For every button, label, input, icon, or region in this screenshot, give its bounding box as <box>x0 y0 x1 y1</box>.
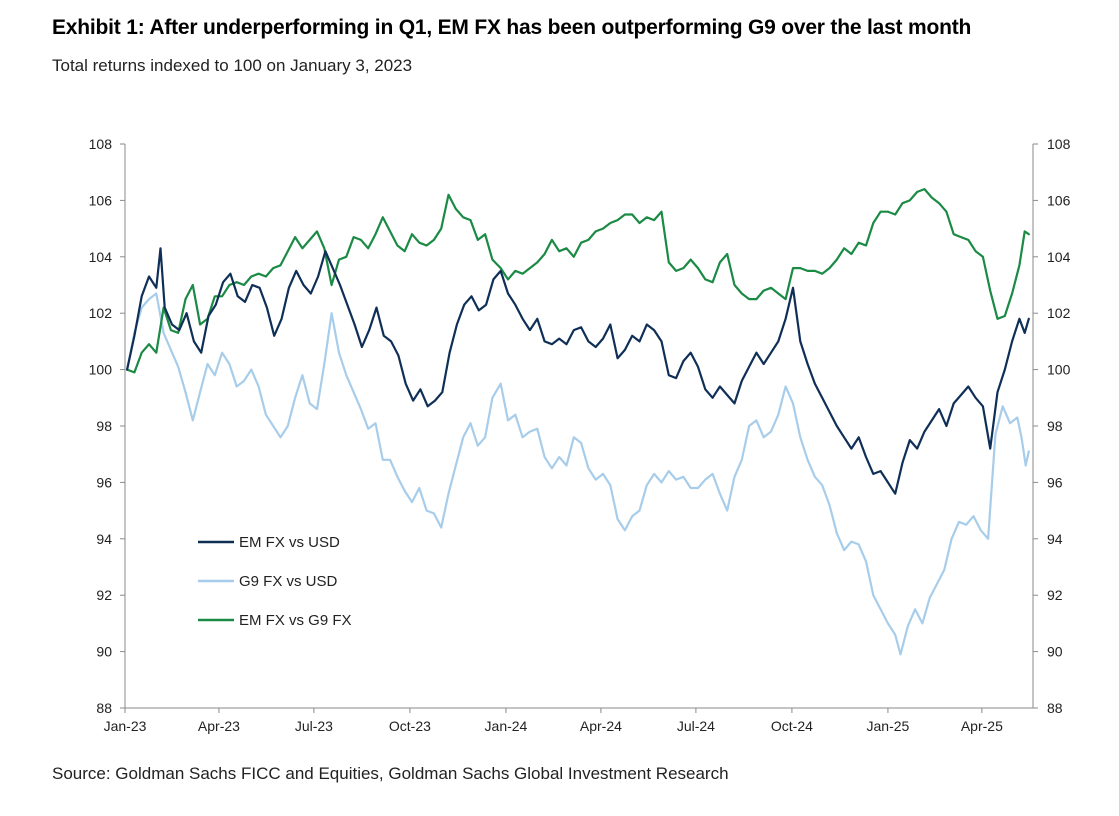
left-y-tick-label: 106 <box>89 192 113 208</box>
left-y-tick-label: 100 <box>89 362 113 378</box>
x-tick-label: Jan-25 <box>867 718 910 734</box>
right-y-tick-label: 108 <box>1047 136 1071 152</box>
chart-title: Exhibit 1: After underperforming in Q1, … <box>52 16 972 39</box>
x-tick-label: Apr-25 <box>961 718 1003 734</box>
right-y-tick-label: 96 <box>1047 474 1063 490</box>
x-tick-label: Jul-23 <box>295 718 333 734</box>
series-line-em-fx-vs-usd <box>126 247 1030 495</box>
left-y-tick-label: 88 <box>96 700 112 716</box>
right-y-tick-label: 90 <box>1047 644 1063 660</box>
x-tick-label: Oct-24 <box>771 718 813 734</box>
right-y-tick-label: 100 <box>1047 362 1071 378</box>
x-tick-label: Oct-23 <box>389 718 431 734</box>
x-tick-label: Jan-24 <box>485 718 528 734</box>
right-y-tick-label: 88 <box>1047 700 1063 716</box>
left-y-tick-label: 98 <box>96 418 112 434</box>
source-note: Source: Goldman Sachs FICC and Equities,… <box>52 764 729 783</box>
left-y-tick-label: 92 <box>96 587 112 603</box>
x-tick-label: Jul-24 <box>677 718 715 734</box>
legend-label: EM FX vs G9 FX <box>239 612 352 629</box>
legend-label: EM FX vs USD <box>239 534 340 551</box>
chart-axes: 88 88 90 90 92 92 94 94 96 96 98 98 100 100 102 102 104 1… <box>89 136 1071 734</box>
left-y-tick-label: 94 <box>96 531 112 547</box>
right-y-tick-label: 98 <box>1047 418 1063 434</box>
right-y-tick-label: 104 <box>1047 249 1071 265</box>
left-y-tick-label: 104 <box>89 249 113 265</box>
left-y-tick-label: 108 <box>89 136 113 152</box>
right-y-tick-label: 92 <box>1047 587 1063 603</box>
right-y-tick-label: 102 <box>1047 305 1071 321</box>
left-y-tick-label: 96 <box>96 474 112 490</box>
x-tick-label: Jan-23 <box>104 718 147 734</box>
x-tick-label: Apr-23 <box>198 718 240 734</box>
series-line-g9-fx-vs-usd <box>126 292 1030 656</box>
chart-series <box>126 188 1030 656</box>
series-line-em-fx-vs-g9-fx <box>126 188 1030 374</box>
x-tick-label: Apr-24 <box>580 718 622 734</box>
right-y-tick-label: 106 <box>1047 192 1071 208</box>
chart-legend: EM FX vs USD G9 FX vs USD EM FX vs G9 FX <box>198 534 352 629</box>
chart-subtitle: Total returns indexed to 100 on January … <box>52 56 413 75</box>
right-y-tick-label: 94 <box>1047 531 1063 547</box>
left-y-tick-label: 102 <box>89 305 113 321</box>
legend-label: G9 FX vs USD <box>239 573 338 590</box>
left-y-tick-label: 90 <box>96 644 112 660</box>
